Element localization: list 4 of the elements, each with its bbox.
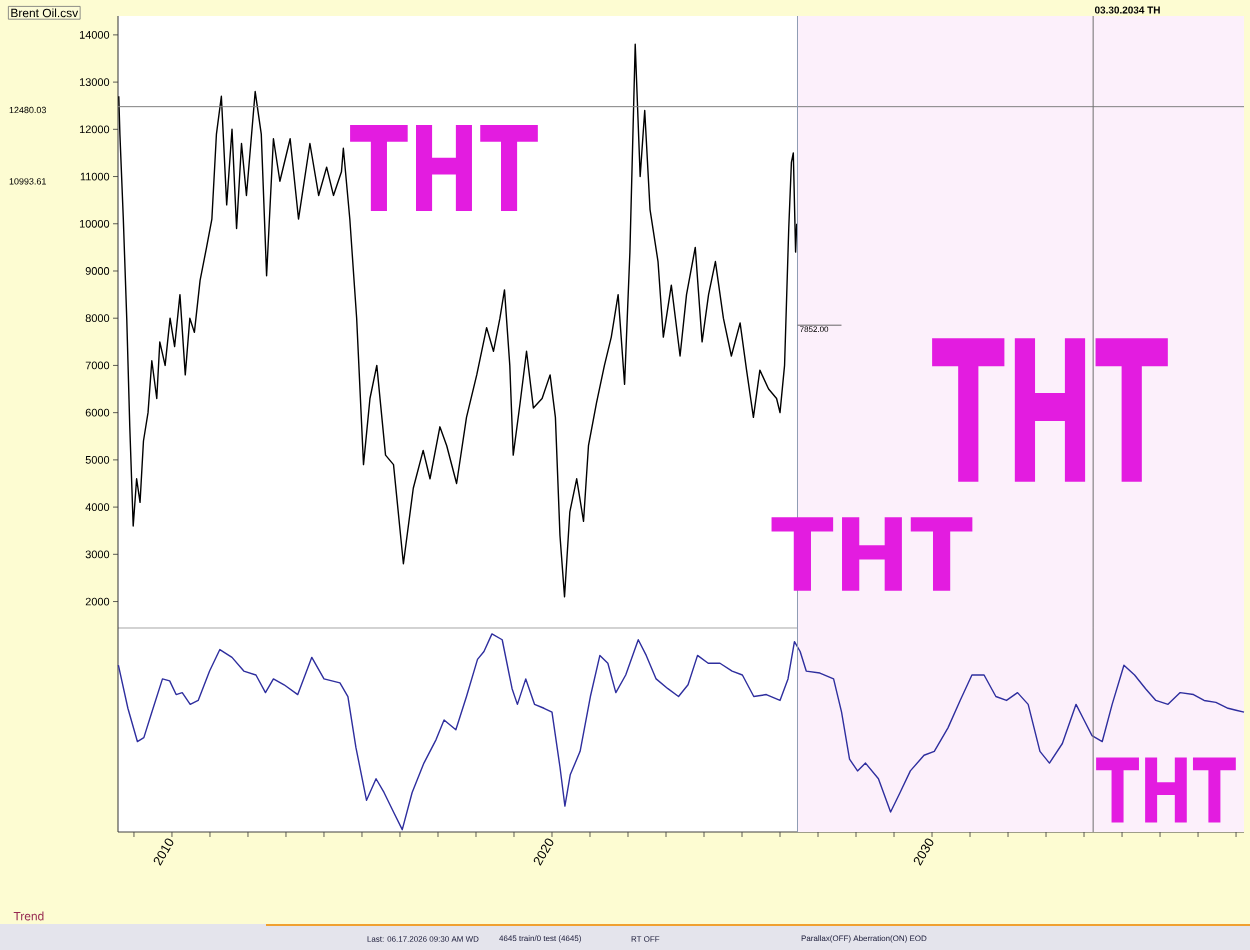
annotation: THT (1096, 757, 1236, 823)
annotation: THT (350, 124, 538, 212)
annotation: THT (932, 338, 1168, 482)
annotation: THT (771, 517, 973, 591)
